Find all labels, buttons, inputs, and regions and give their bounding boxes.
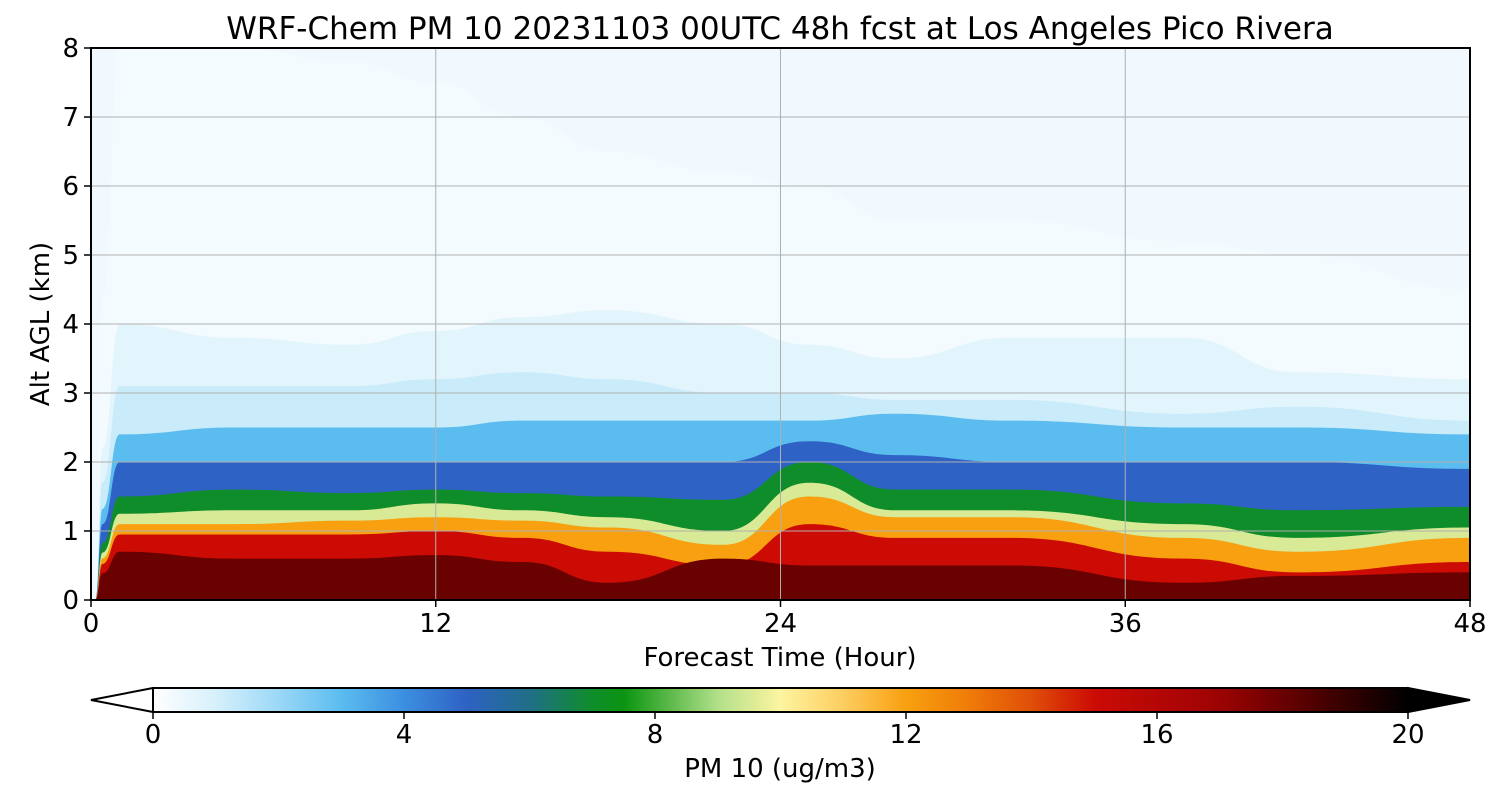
colorbar-tick-label: 12: [889, 720, 922, 750]
contour-band-9: [95, 551, 1470, 600]
colorbar-gradient: [152, 687, 1409, 713]
x-tick-label: 12: [419, 609, 452, 639]
colorbar-tick-label: 16: [1140, 720, 1173, 750]
colorbar-tick-label: 20: [1391, 720, 1424, 750]
colorbar-extend-min: [90, 686, 154, 714]
y-tick-label: 0: [62, 586, 79, 616]
colorbar-tick-label: 0: [145, 720, 162, 750]
y-tick-label: 3: [62, 379, 79, 409]
colorbar: 0 4 8 12 16 20 PM 10 (ug/m3): [90, 686, 1471, 784]
colorbar-label: PM 10 (ug/m3): [684, 754, 876, 784]
y-tick-label: 1: [62, 517, 79, 547]
y-tick-label: 2: [62, 448, 79, 478]
x-tick-label: 0: [83, 609, 100, 639]
x-axis-ticks: 0 12 24 36 48: [83, 600, 1487, 639]
y-tick-label: 4: [62, 310, 79, 340]
y-axis-ticks: 0 1 2 3 4 5 6 7 8: [62, 34, 91, 616]
plot-area: [90, 47, 1471, 601]
colorbar-extend-max: [1407, 686, 1471, 714]
y-tick-label: 7: [62, 103, 79, 133]
y-tick-label: 6: [62, 172, 79, 202]
x-tick-label: 48: [1453, 609, 1486, 639]
y-tick-label: 8: [62, 34, 79, 64]
colorbar-tick-label: 8: [647, 720, 664, 750]
colorbar-tick-label: 4: [396, 720, 413, 750]
chart-title: WRF-Chem PM 10 20231103 00UTC 48h fcst a…: [226, 11, 1333, 47]
y-tick-label: 5: [62, 241, 79, 271]
x-tick-label: 24: [764, 609, 797, 639]
x-tick-label: 36: [1109, 609, 1142, 639]
y-axis-label: Alt AGL (km): [26, 242, 56, 406]
colorbar-ticks: 0 4 8 12 16 20: [145, 712, 1425, 750]
x-axis-label: Forecast Time (Hour): [643, 643, 916, 673]
